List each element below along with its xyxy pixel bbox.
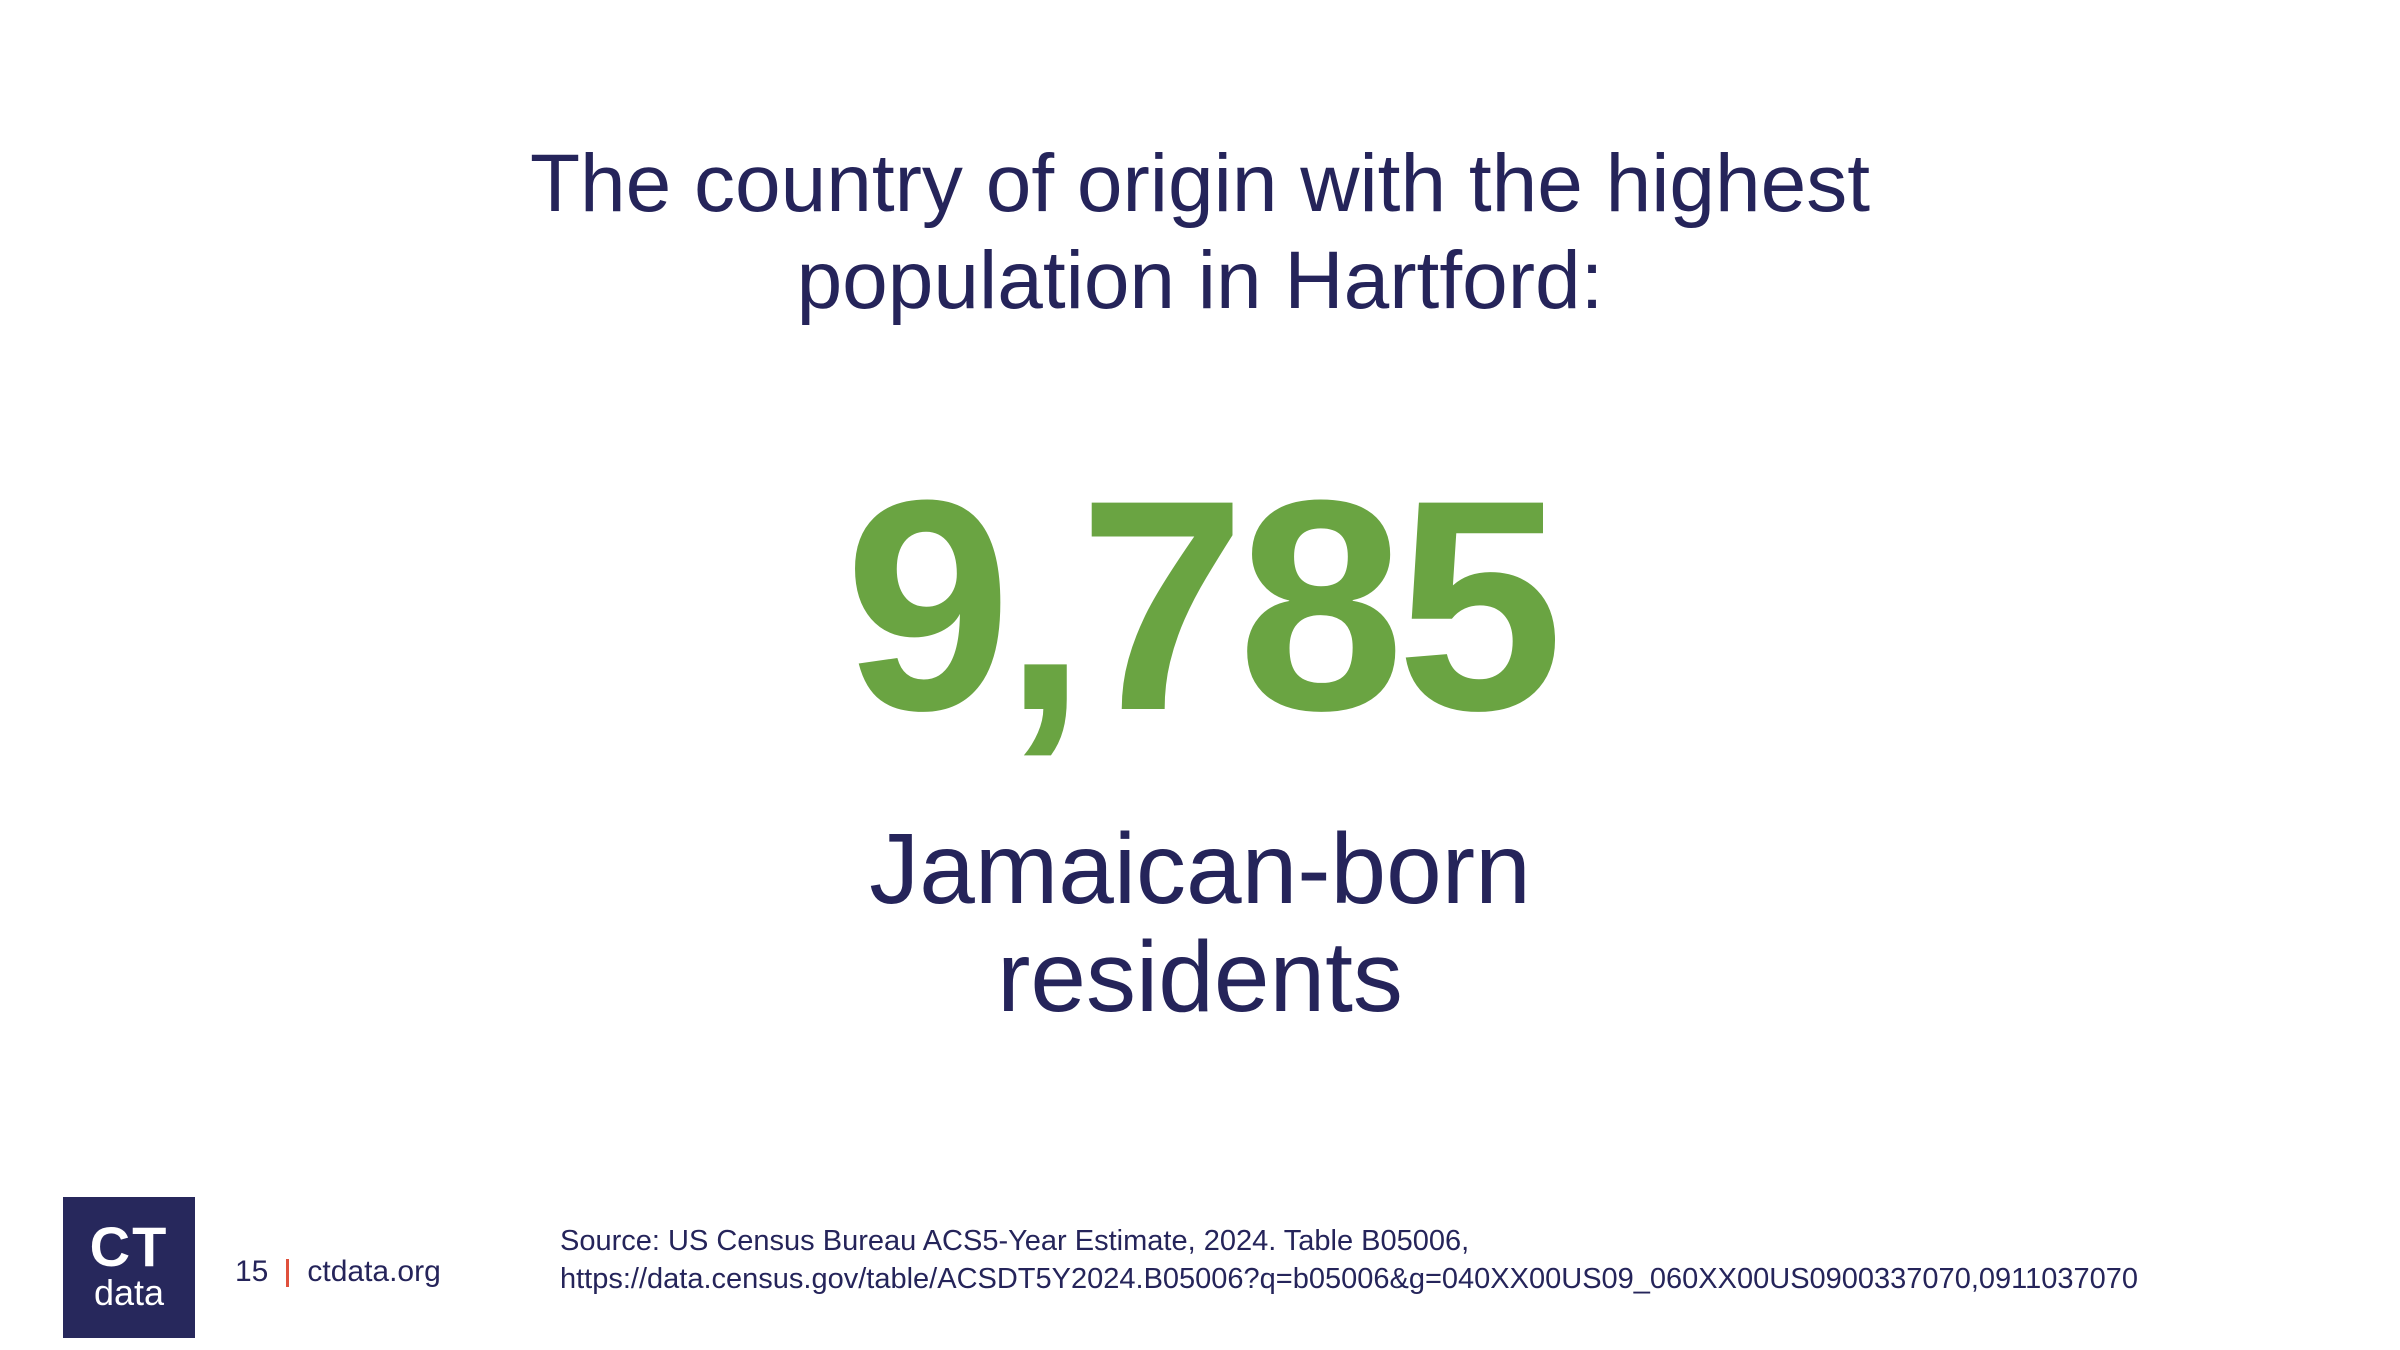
subtitle-line: Jamaican-born: [869, 813, 1531, 925]
logo: CT data: [63, 1197, 195, 1338]
headline-number: 9,785: [844, 437, 1564, 773]
source-line: https://data.census.gov/table/ACSDT5Y202…: [560, 1263, 2139, 1295]
page-number: 15: [235, 1255, 269, 1288]
logo-text: CT: [89, 1215, 169, 1278]
source: Source: US Census Bureau ACS5-Year Estim…: [560, 1222, 2138, 1298]
logo-text: data: [93, 1272, 165, 1313]
subtitle-line: residents: [997, 921, 1403, 1033]
title: The country of origin with the highest p…: [0, 135, 2400, 329]
title-line: The country of origin with the highest: [529, 138, 1871, 229]
separator: [286, 1259, 290, 1288]
site: ctdata.org: [307, 1255, 441, 1288]
title-line: population in Hartford:: [796, 235, 1604, 326]
footer-meta: 15 ctdata.org: [235, 1254, 441, 1290]
subtitle: Jamaican-born residents: [0, 815, 2400, 1031]
source-line: Source: US Census Bureau ACS5-Year Estim…: [560, 1225, 1470, 1257]
